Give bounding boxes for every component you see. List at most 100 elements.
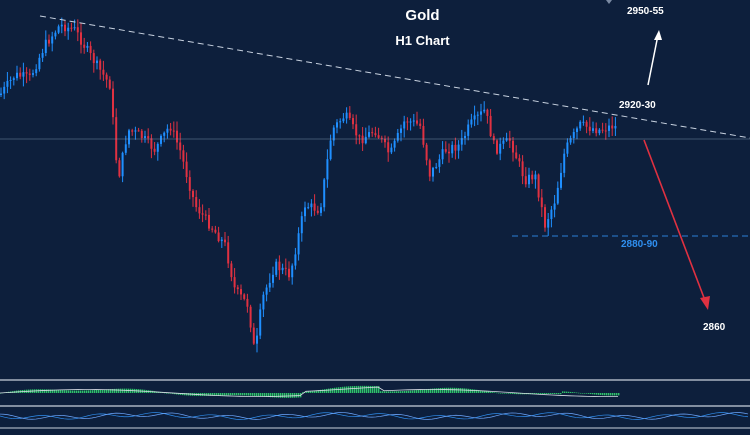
candle-body (403, 121, 406, 129)
candle-body (582, 121, 585, 123)
histogram-bar (600, 393, 602, 395)
candle-body (387, 142, 390, 153)
histogram-bar (518, 393, 520, 395)
candle-body (153, 148, 156, 152)
candle-body (310, 203, 313, 208)
histogram-bar (394, 391, 396, 393)
histogram-bar (296, 393, 298, 398)
histogram-bar (112, 388, 114, 393)
histogram-bar (498, 392, 500, 394)
histogram-bar (564, 391, 566, 393)
histogram-bar (502, 393, 504, 394)
histogram-bar (352, 386, 354, 393)
histogram-bar (396, 391, 398, 393)
histogram-bar (608, 393, 610, 396)
histogram-bar (444, 387, 446, 393)
candle-body (332, 127, 335, 141)
candle-body (601, 129, 604, 131)
candle-body (425, 144, 428, 161)
candle-body (380, 137, 383, 139)
histogram-bar (364, 385, 366, 393)
histogram-bar (60, 390, 62, 393)
histogram-bar (404, 390, 406, 393)
histogram-bar (418, 389, 420, 393)
histogram-bar (232, 393, 234, 396)
candle-body (291, 265, 294, 278)
histogram-bar (302, 392, 304, 393)
histogram-bar (454, 387, 456, 393)
histogram-bar (260, 393, 262, 397)
histogram-bar (358, 385, 360, 393)
histogram-bar (500, 393, 502, 394)
candle-body (124, 144, 127, 153)
histogram-bar (410, 390, 412, 393)
histogram-bar (416, 390, 418, 393)
histogram-bar (122, 388, 124, 393)
histogram-bar (478, 390, 480, 393)
histogram-bar (550, 393, 552, 394)
histogram-bar (330, 388, 332, 393)
candle-body (419, 123, 422, 126)
candle-body (208, 214, 210, 229)
candle-body (480, 111, 482, 115)
histogram-bar (388, 391, 390, 393)
candle-body (246, 298, 249, 307)
candle-body (352, 118, 354, 125)
histogram-bar (310, 391, 312, 393)
candle-body (28, 73, 31, 75)
histogram-bar (456, 387, 458, 393)
histogram-bar (254, 393, 256, 396)
histogram-bar (286, 393, 288, 398)
candle-body (243, 294, 246, 299)
candle-body (416, 120, 418, 124)
histogram-bar (240, 393, 242, 396)
histogram-bar (218, 393, 220, 396)
histogram-bar (370, 385, 372, 393)
histogram-bar (102, 389, 104, 393)
histogram-bar (182, 393, 184, 396)
candle-body (502, 140, 505, 144)
candle-body (553, 203, 556, 210)
histogram-bar (382, 391, 384, 393)
histogram-bar (278, 393, 280, 398)
histogram-bar (238, 393, 240, 396)
histogram-bar (376, 386, 378, 393)
candle-body (35, 69, 38, 74)
candle-body (297, 233, 300, 255)
candle-body (275, 261, 278, 275)
candle-body (22, 72, 25, 77)
histogram-bar (430, 388, 432, 393)
histogram-bar (92, 390, 94, 393)
histogram-bar (450, 387, 452, 393)
histogram-bar (380, 391, 382, 393)
histogram-bar (604, 393, 606, 396)
candle-body (150, 138, 153, 149)
level-label-2860: 2860 (703, 322, 726, 333)
candle-body (217, 232, 220, 242)
signal-line (0, 386, 619, 397)
top-marker-icon (606, 0, 612, 4)
histogram-bar (40, 389, 42, 393)
histogram-bar (392, 391, 394, 393)
candle-body (70, 27, 73, 29)
histogram-bar (514, 393, 516, 395)
candle-body (508, 138, 511, 141)
candle-body (368, 132, 370, 137)
candle-body (201, 213, 204, 215)
histogram-bar (424, 389, 426, 393)
histogram-bar (432, 388, 434, 393)
candle-body (169, 128, 172, 131)
histogram-bar (226, 393, 228, 396)
histogram-bar (328, 388, 330, 393)
histogram-bar (306, 391, 308, 393)
histogram-bar (54, 389, 56, 393)
histogram-bar (440, 388, 442, 393)
histogram-bar (468, 388, 470, 393)
chart-subtitle: H1 Chart (395, 33, 450, 48)
histogram-bar (506, 393, 508, 394)
candle-body (486, 109, 489, 116)
histogram-bar (114, 388, 116, 393)
histogram-bar (290, 393, 292, 398)
histogram-bar (464, 388, 466, 393)
candle-body (121, 152, 124, 177)
